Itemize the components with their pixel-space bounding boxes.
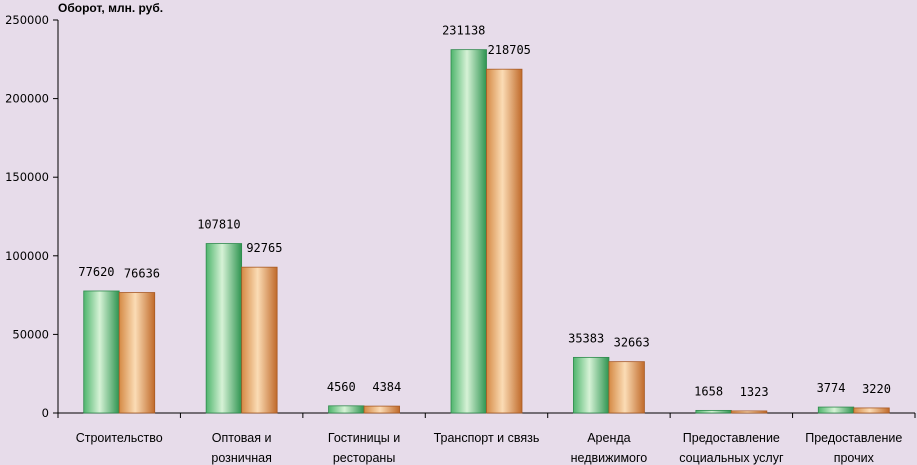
- bars: [83, 49, 890, 414]
- bar: [83, 290, 120, 414]
- y-tick-label: 250000: [5, 13, 49, 27]
- data-label: 1658: [694, 384, 723, 398]
- x-tick-label: Транспорт и связь: [434, 431, 540, 445]
- x-tick-label: рестораны: [333, 451, 395, 465]
- data-label: 35383: [568, 331, 604, 345]
- bar: [328, 405, 365, 414]
- data-label: 4560: [327, 380, 356, 394]
- y-tick-label: 0: [42, 406, 49, 420]
- y-ticks: 0 50000 100000 150000 200000 250000: [5, 13, 58, 420]
- x-tick-label: прочих: [834, 451, 875, 465]
- bar: [695, 409, 732, 414]
- y-tick-label: 200000: [5, 92, 49, 106]
- bar: [486, 68, 523, 414]
- x-tick-label: социальных услуг: [679, 451, 784, 465]
- bar: [817, 406, 855, 414]
- bar: [730, 410, 768, 414]
- data-label: 1323: [740, 385, 769, 399]
- y-tick-label: 100000: [5, 249, 49, 263]
- x-tick-label: недвижимого: [571, 451, 648, 465]
- x-tick-label: Оптовая и: [212, 431, 272, 445]
- bar: [450, 49, 487, 414]
- x-tick-label: Строительство: [76, 431, 163, 445]
- bar: [853, 407, 890, 414]
- data-label: 3220: [862, 382, 891, 396]
- x-tick-label: Гостиницы и: [328, 431, 400, 445]
- data-label: 32663: [614, 336, 650, 350]
- data-label: 218705: [488, 43, 531, 57]
- data-label: 3774: [817, 381, 846, 395]
- data-label: 4384: [372, 380, 401, 394]
- bar: [205, 243, 243, 414]
- bar: [608, 361, 645, 414]
- data-label: 77620: [78, 265, 114, 279]
- y-tick-label: 50000: [12, 327, 49, 341]
- y-tick-label: 150000: [5, 170, 49, 184]
- x-tick-label: Аренда: [587, 431, 630, 445]
- data-label: 231138: [442, 24, 485, 38]
- x-tick-labels: Строительство Оптовая и розничная Гостиницы…: [76, 431, 903, 465]
- data-label: 76636: [124, 267, 160, 281]
- bar: [363, 405, 400, 414]
- x-tick-label: розничная: [211, 451, 272, 465]
- bar: [241, 266, 278, 414]
- data-label: 92765: [246, 241, 282, 255]
- bar: [573, 356, 610, 414]
- data-label: 107810: [197, 218, 240, 232]
- bar: [118, 292, 156, 414]
- y-axis-label: Оборот, млн. руб.: [58, 1, 163, 15]
- x-tick-label: Предоставление: [683, 431, 780, 445]
- x-tick-label: Предоставление: [805, 431, 902, 445]
- data-labels: 77620 76636 107810 92765 4560 4384 23113821870…: [78, 24, 891, 399]
